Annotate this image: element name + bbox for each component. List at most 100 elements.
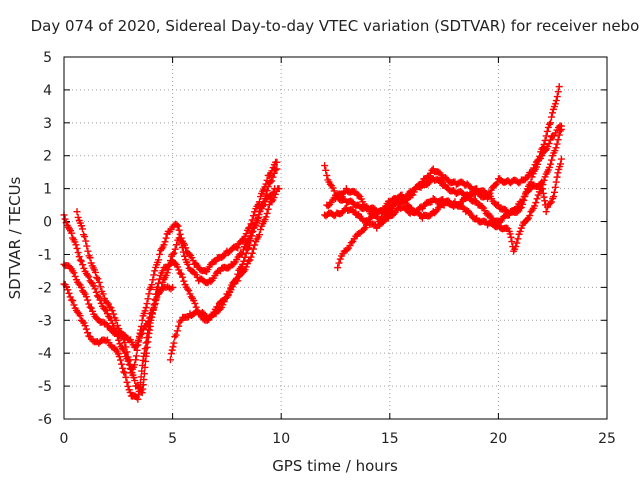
data-point (212, 257, 220, 265)
data-point (151, 267, 159, 275)
series-track-3 (60, 185, 279, 351)
data-point (77, 257, 85, 265)
data-point (542, 208, 550, 216)
data-point (555, 131, 563, 139)
data-point (179, 273, 187, 281)
data-point (251, 241, 259, 249)
data-point (553, 140, 561, 148)
data-point (247, 253, 255, 261)
data-point (373, 224, 381, 232)
data-point (64, 286, 72, 294)
data-point (259, 202, 267, 210)
data-point (262, 213, 270, 221)
data-point (174, 222, 182, 230)
x-tick-label: 10 (272, 431, 290, 447)
data-point (116, 356, 124, 364)
data-point (273, 158, 281, 166)
data-point (451, 198, 459, 206)
data-point (173, 241, 181, 249)
series-track-4 (60, 280, 177, 403)
data-point (103, 299, 111, 307)
data-point (379, 206, 387, 214)
data-point (81, 233, 89, 241)
data-point (79, 261, 87, 269)
y-tick-label: 5 (43, 50, 52, 66)
data-point (82, 237, 90, 245)
data-point (132, 352, 140, 360)
data-point (557, 125, 565, 133)
data-point (326, 180, 334, 188)
data-point (544, 123, 552, 131)
data-point (528, 167, 536, 175)
data-point (120, 368, 128, 376)
data-point (554, 88, 562, 96)
data-point (121, 332, 129, 340)
data-point (532, 199, 540, 207)
data-point (134, 338, 142, 346)
data-point (101, 319, 109, 327)
data-point (171, 259, 179, 267)
data-point (84, 329, 92, 337)
y-tick-label: -1 (38, 247, 52, 263)
data-point (219, 253, 227, 261)
data-point (248, 228, 256, 236)
data-point (547, 160, 555, 168)
data-point (82, 325, 90, 333)
data-point (151, 300, 159, 308)
data-point (91, 268, 99, 276)
data-point (166, 356, 174, 364)
data-point (366, 214, 374, 222)
data-point (81, 322, 89, 330)
data-point (78, 225, 86, 233)
data-point (270, 169, 278, 177)
data-point (247, 232, 255, 240)
data-point (95, 278, 103, 286)
data-point (264, 205, 272, 213)
data-point (478, 203, 486, 211)
data-point (545, 140, 553, 148)
data-point (390, 201, 398, 209)
data-point (545, 163, 553, 171)
data-point (427, 211, 435, 219)
data-point (527, 168, 535, 176)
data-point (144, 295, 152, 303)
data-point (144, 329, 152, 337)
data-point (323, 171, 331, 179)
y-tick-label: 4 (43, 83, 52, 99)
data-point (507, 233, 515, 241)
x-tick-label: 20 (489, 431, 507, 447)
data-point (389, 204, 397, 212)
data-point (150, 271, 158, 279)
data-point (187, 293, 195, 301)
data-point (459, 203, 467, 211)
data-point (96, 283, 104, 291)
data-point (183, 285, 191, 293)
data-point (173, 327, 181, 335)
data-point (481, 217, 489, 225)
data-point (547, 113, 555, 121)
y-tick-label: 1 (43, 182, 52, 198)
data-point (257, 226, 265, 234)
data-point (550, 188, 558, 196)
grid (64, 57, 607, 419)
data-point (273, 165, 281, 173)
data-point (110, 310, 118, 318)
data-point (351, 188, 359, 196)
data-point (84, 296, 92, 304)
data-point (76, 256, 84, 264)
data-point (91, 285, 99, 293)
data-point (118, 344, 126, 352)
data-point (77, 222, 85, 230)
data-point (94, 315, 102, 323)
data-point (149, 276, 157, 284)
data-point (121, 369, 129, 377)
data-point (166, 257, 174, 265)
data-point (123, 378, 131, 386)
data-point (322, 166, 330, 174)
data-point (85, 300, 93, 308)
data-point (364, 218, 372, 226)
data-point (492, 180, 500, 188)
data-point (115, 353, 123, 361)
data-point (169, 343, 177, 351)
